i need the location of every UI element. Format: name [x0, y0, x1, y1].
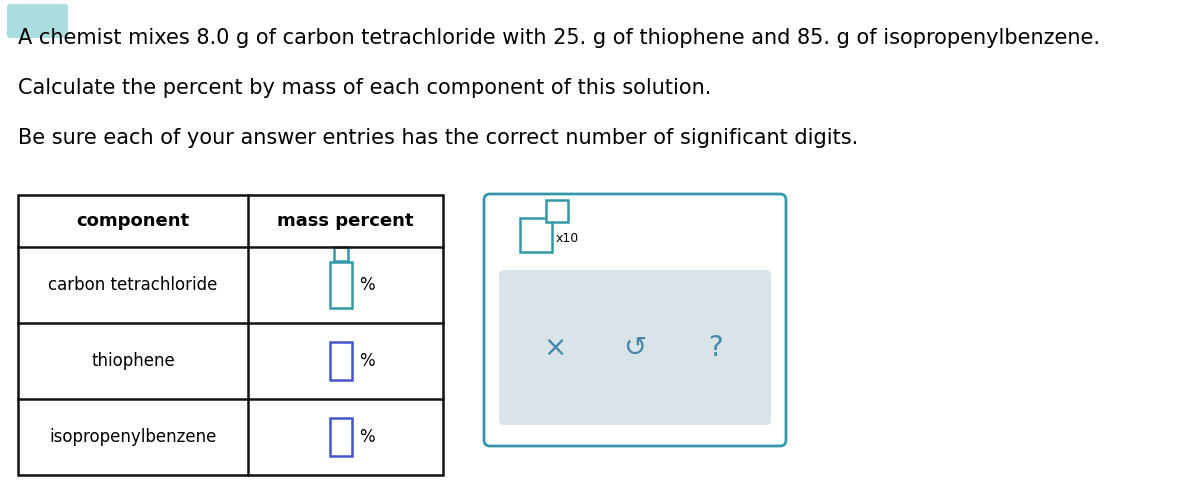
FancyBboxPatch shape	[484, 194, 786, 446]
Text: x10: x10	[556, 232, 580, 245]
Bar	[330, 262, 352, 308]
Text: mass percent: mass percent	[277, 212, 414, 230]
Text: Be sure each of your answer entries has the correct number of significant digits: Be sure each of your answer entries has …	[18, 128, 858, 148]
Text: Calculate the percent by mass of each component of this solution.: Calculate the percent by mass of each co…	[18, 78, 712, 98]
Bar	[520, 218, 552, 252]
Text: ?: ?	[708, 333, 722, 362]
Text: carbon tetrachloride: carbon tetrachloride	[48, 276, 217, 294]
FancyBboxPatch shape	[499, 270, 772, 425]
Bar	[18, 195, 443, 475]
FancyBboxPatch shape	[7, 4, 68, 38]
Text: %: %	[360, 276, 376, 294]
Text: %: %	[360, 352, 376, 370]
Bar	[330, 418, 352, 456]
Text: component: component	[77, 212, 190, 230]
Bar	[334, 247, 348, 261]
Text: thiophene: thiophene	[91, 352, 175, 370]
Text: isopropenylbenzene: isopropenylbenzene	[49, 428, 217, 446]
Bar	[546, 200, 568, 222]
Bar	[330, 342, 352, 380]
Text: ↺: ↺	[623, 333, 647, 362]
Text: ×: ×	[544, 333, 566, 362]
Text: A chemist mixes 8.0 g of carbon tetrachloride with 25. g of thiophene and 85. g : A chemist mixes 8.0 g of carbon tetrachl…	[18, 28, 1100, 48]
Text: %: %	[360, 428, 376, 446]
